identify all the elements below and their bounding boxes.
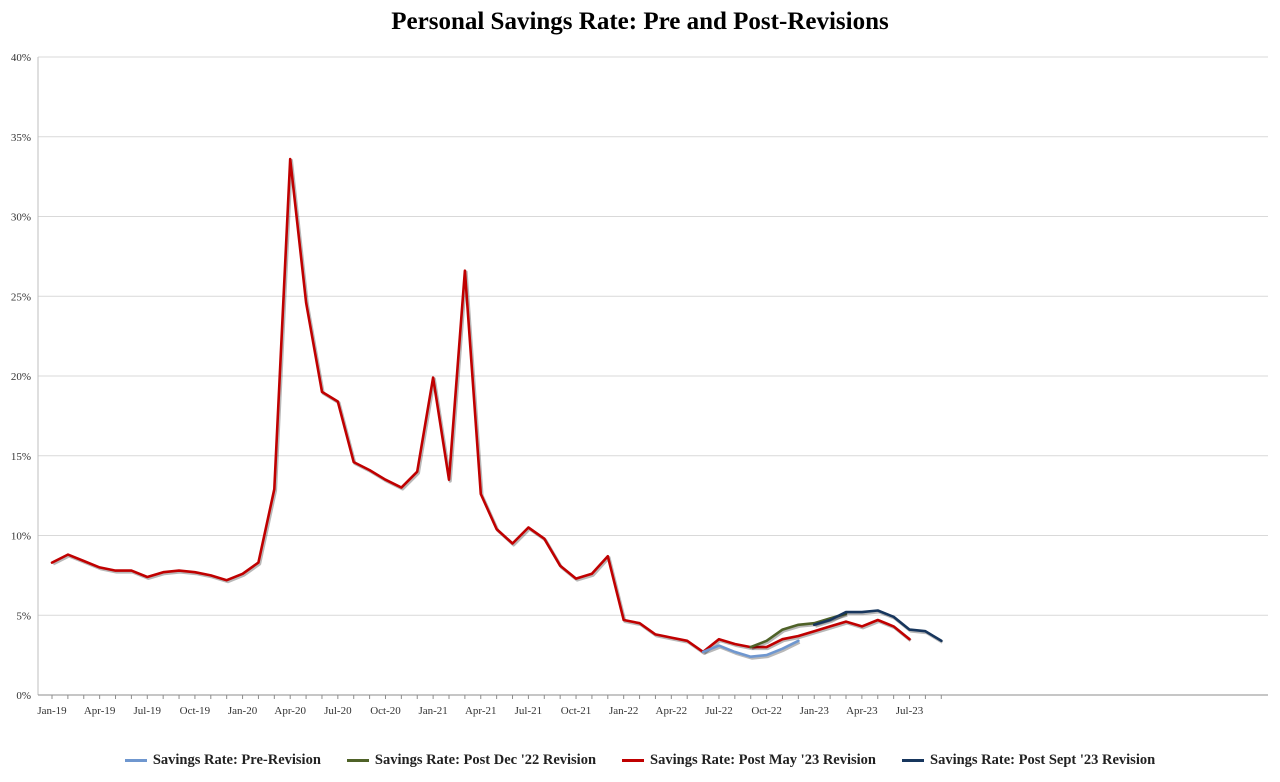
y-tick-label: 0%: [16, 690, 31, 702]
series-line: [50, 157, 911, 654]
legend-item-post-sept-23: Savings Rate: Post Sept '23 Revision: [902, 752, 1155, 769]
x-tick-label: Oct-22: [751, 705, 782, 717]
x-tick-label: Apr-20: [274, 705, 306, 717]
legend-item-pre-revision: Savings Rate: Pre-Revision: [124, 752, 321, 769]
legend-label: Savings Rate: Pre-Revision: [152, 752, 321, 768]
y-tick-label: 15%: [11, 451, 31, 463]
legend-swatch: [346, 759, 369, 762]
y-tick-label: 25%: [11, 291, 31, 303]
series-line: [812, 609, 943, 643]
legend-label: Savings Rate: Post May '23 Revision: [650, 752, 876, 768]
x-tick-label: Jul-20: [324, 705, 352, 717]
chart-title: Personal Savings Rate: Pre and Post-Revi…: [391, 8, 889, 35]
series-lines: [50, 157, 944, 660]
series-line: [701, 639, 800, 659]
line-chart: 0% 5% 10% 15% 20% 25% 30% 35% 40% Jan-19 Apr-19 Jul…: [11, 52, 1268, 717]
legend-item-post-may-23: Savings Rate: Post May '23 Revision: [622, 752, 876, 769]
series-line-shadow: [52, 158, 912, 655]
y-tick-label: 20%: [11, 371, 31, 383]
x-tick-label: Oct-19: [180, 705, 211, 717]
x-tick-label: Jan-23: [800, 705, 830, 717]
y-tick-label: 35%: [11, 132, 31, 144]
x-tick-label: Oct-21: [561, 705, 592, 717]
legend-swatch: [902, 759, 924, 762]
x-tick-label: Jan-21: [418, 705, 447, 717]
x-tick-label: Jul-23: [896, 705, 924, 717]
y-tick-label: 5%: [16, 610, 31, 622]
x-tick-label: Apr-23: [846, 705, 878, 717]
x-tick-label: Jan-20: [228, 705, 258, 717]
x-tick-label: Apr-19: [84, 705, 116, 717]
legend: Savings Rate: Pre-Revision Savings Rate:…: [0, 752, 1280, 769]
x-tick-label: Apr-22: [656, 705, 688, 717]
legend-swatch: [124, 759, 147, 762]
legend-item-post-dec-22: Savings Rate: Post Dec '22 Revision: [346, 752, 597, 769]
axes: 0% 5% 10% 15% 20% 25% 30% 35% 40% Jan-19 Apr-19 Jul…: [11, 52, 1268, 717]
x-tick-label: Jan-19: [37, 705, 67, 717]
x-tick-label: Jan-22: [609, 705, 638, 717]
series-line: [749, 612, 848, 649]
legend-label: Savings Rate: Post Sept '23 Revision: [930, 752, 1156, 768]
x-tick-label: Jul-19: [134, 705, 162, 717]
legend-swatch: [622, 759, 645, 762]
gridlines: [38, 56, 1268, 616]
legend-label: Savings Rate: Post Dec '22 Revision: [374, 752, 597, 768]
x-tick-label: Jul-22: [705, 705, 733, 717]
x-tick-label: Apr-21: [465, 705, 497, 717]
y-tick-label: 40%: [11, 52, 31, 64]
y-tick-label: 10%: [11, 531, 31, 543]
x-tick-label: Oct-20: [370, 705, 401, 717]
y-tick-label: 30%: [11, 212, 31, 224]
x-tick-label: Jul-21: [515, 705, 543, 717]
